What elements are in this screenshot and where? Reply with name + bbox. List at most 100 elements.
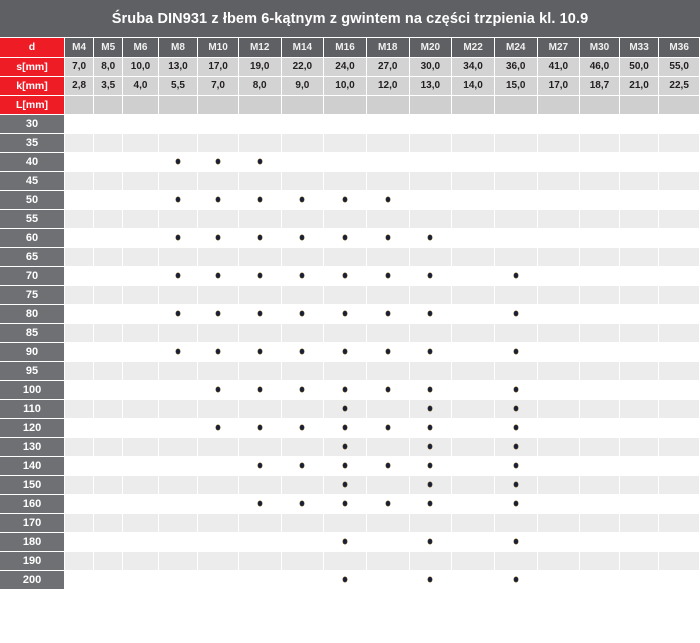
cell-m10-110 xyxy=(197,399,239,419)
cell-m5-95 xyxy=(93,361,124,381)
cell-m16-30 xyxy=(323,114,367,134)
s-value-m10: 17,0 xyxy=(197,57,239,77)
cell-m5-90 xyxy=(93,342,124,362)
availability-dot-icon xyxy=(216,196,221,202)
cell-m30-95 xyxy=(579,361,620,381)
length-header-spacer xyxy=(409,95,453,115)
cell-m8-140 xyxy=(158,456,199,476)
s-value-m5: 8,0 xyxy=(93,57,124,77)
cell-m14-140 xyxy=(281,456,325,476)
availability-dot-icon xyxy=(428,500,433,506)
cell-m14-130 xyxy=(281,437,325,457)
cell-m6-130 xyxy=(122,437,159,457)
table-row: 170 xyxy=(0,513,700,533)
cell-m33-70 xyxy=(619,266,660,286)
s-value-m6: 10,0 xyxy=(122,57,159,77)
s-value-m24: 36,0 xyxy=(494,57,538,77)
row-label-L: L[mm] xyxy=(0,95,66,115)
cell-m12-45 xyxy=(238,171,282,191)
cell-m24-150 xyxy=(494,475,538,495)
column-header-m16: M16 xyxy=(323,38,367,58)
cell-m5-40 xyxy=(93,152,124,172)
cell-m6-60 xyxy=(122,228,159,248)
column-header-m24: M24 xyxy=(494,38,538,58)
cell-m8-40 xyxy=(158,152,199,172)
cell-m30-170 xyxy=(579,513,620,533)
cell-m27-170 xyxy=(537,513,581,533)
length-header-spacer xyxy=(122,95,159,115)
cell-m10-60 xyxy=(197,228,239,248)
cell-m12-50 xyxy=(238,190,282,210)
availability-dot-icon xyxy=(385,234,390,240)
cell-m22-190 xyxy=(451,551,495,571)
availability-dot-icon xyxy=(385,272,390,278)
cell-m10-190 xyxy=(197,551,239,571)
cell-m5-60 xyxy=(93,228,124,248)
column-header-m27: M27 xyxy=(537,38,581,58)
cell-m20-30 xyxy=(409,114,453,134)
cell-m5-180 xyxy=(93,532,124,552)
s-value-m20: 30,0 xyxy=(409,57,453,77)
cell-m27-70 xyxy=(537,266,581,286)
cell-m18-150 xyxy=(366,475,410,495)
cell-m30-65 xyxy=(579,247,620,267)
cell-m36-75 xyxy=(658,285,700,305)
availability-dot-icon xyxy=(513,386,518,392)
table-row: 30 xyxy=(0,114,700,134)
cell-m27-100 xyxy=(537,380,581,400)
cell-m22-85 xyxy=(451,323,495,343)
cell-m27-40 xyxy=(537,152,581,172)
cell-m24-160 xyxy=(494,494,538,514)
cell-m16-50 xyxy=(323,190,367,210)
availability-dot-icon xyxy=(300,196,305,202)
length-header-spacer xyxy=(579,95,620,115)
cell-m10-180 xyxy=(197,532,239,552)
cell-m5-55 xyxy=(93,209,124,229)
cell-m4-160 xyxy=(64,494,95,514)
cell-m4-170 xyxy=(64,513,95,533)
cell-m10-200 xyxy=(197,570,239,590)
availability-dot-icon xyxy=(175,272,180,278)
k-value-m14: 9,0 xyxy=(281,76,325,96)
cell-m24-85 xyxy=(494,323,538,343)
cell-m22-55 xyxy=(451,209,495,229)
cell-m8-30 xyxy=(158,114,199,134)
cell-m18-55 xyxy=(366,209,410,229)
availability-dot-icon xyxy=(513,500,518,506)
availability-dot-icon xyxy=(257,500,262,506)
s-value-m14: 22,0 xyxy=(281,57,325,77)
cell-m8-120 xyxy=(158,418,199,438)
availability-dot-icon xyxy=(300,310,305,316)
cell-m30-90 xyxy=(579,342,620,362)
cell-m10-40 xyxy=(197,152,239,172)
cell-m30-140 xyxy=(579,456,620,476)
cell-m16-200 xyxy=(323,570,367,590)
cell-m18-40 xyxy=(366,152,410,172)
cell-m36-85 xyxy=(658,323,700,343)
s-value-m22: 34,0 xyxy=(451,57,495,77)
cell-m10-140 xyxy=(197,456,239,476)
cell-m5-130 xyxy=(93,437,124,457)
cell-m14-160 xyxy=(281,494,325,514)
cell-m14-200 xyxy=(281,570,325,590)
length-label-130: 130 xyxy=(0,437,66,457)
cell-m22-70 xyxy=(451,266,495,286)
cell-m4-55 xyxy=(64,209,95,229)
cell-m22-150 xyxy=(451,475,495,495)
cell-m14-30 xyxy=(281,114,325,134)
availability-dot-icon xyxy=(257,158,262,164)
bolt-length-availability-table: d M4 M5 M6 M8 M10 M12 M14 M16 M18 M20 M22 M24 M27 M30… xyxy=(0,38,700,590)
cell-m16-120 xyxy=(323,418,367,438)
cell-m4-50 xyxy=(64,190,95,210)
cell-m16-180 xyxy=(323,532,367,552)
row-label-s: s[mm] xyxy=(0,57,66,77)
cell-m27-180 xyxy=(537,532,581,552)
cell-m6-85 xyxy=(122,323,159,343)
cell-m14-45 xyxy=(281,171,325,191)
table-row: 200 xyxy=(0,570,700,590)
availability-dot-icon xyxy=(216,158,221,164)
cell-m4-75 xyxy=(64,285,95,305)
cell-m36-60 xyxy=(658,228,700,248)
cell-m6-150 xyxy=(122,475,159,495)
cell-m33-55 xyxy=(619,209,660,229)
